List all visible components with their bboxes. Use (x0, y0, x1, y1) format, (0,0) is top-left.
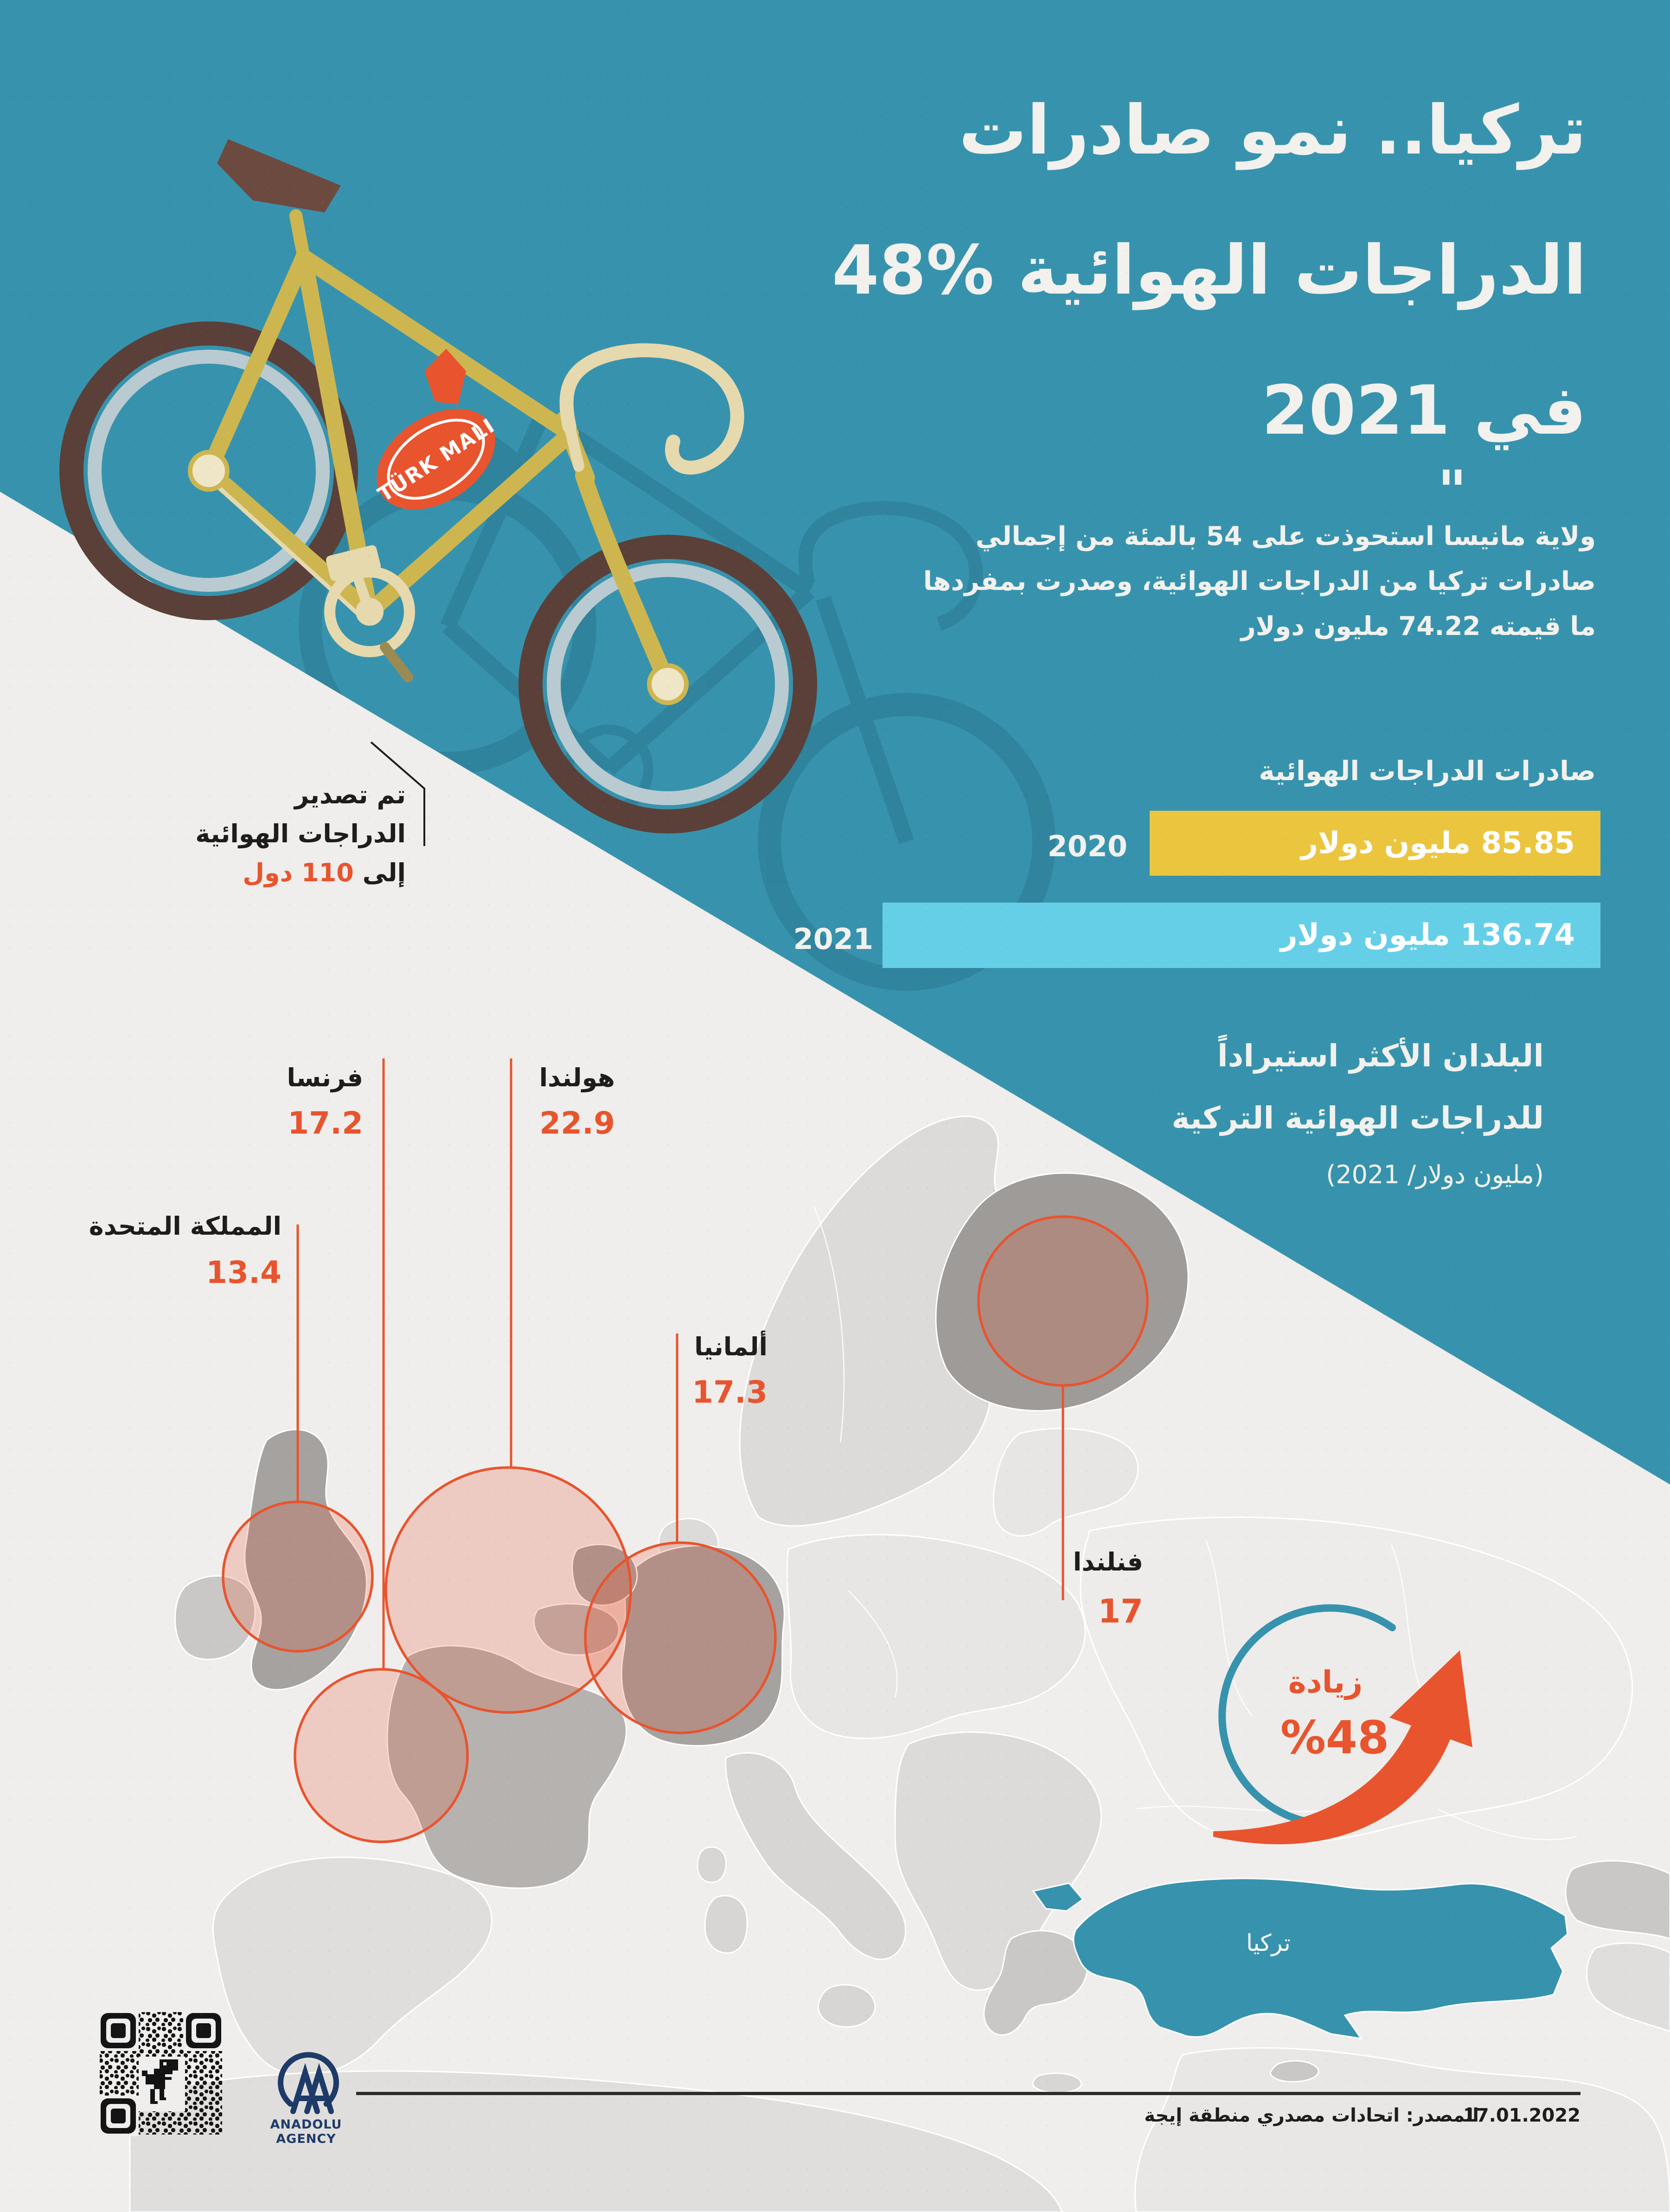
bubble-france (294, 1668, 469, 1843)
increase-badge-value: %48 (1280, 1712, 1389, 1764)
intro-line-2: صادرات تركيا من الدراجات الهوائية، وصدرت… (923, 566, 1596, 596)
bar-2021-label: 136.74 مليون دولار (1280, 918, 1575, 952)
importers-heading: البلدان الأكثر استيراداً للدراجات الهوائ… (1034, 1025, 1544, 1200)
bike-pedal (326, 545, 381, 581)
bike-handlebar (559, 343, 744, 475)
title-line-1: تركيا.. نمو صادرات (959, 91, 1587, 170)
bike-saddle (217, 139, 341, 212)
export-note-line-2: الدراجات الهوائية (195, 819, 406, 848)
map-eastern-europe (1080, 1516, 1633, 1844)
bubble-uk (222, 1500, 374, 1653)
country-value: 22.9 (539, 1105, 615, 1141)
country-value: 13.4 (206, 1255, 282, 1290)
footer-source: المصدر: اتحادات مصدري منطقة إيجة (1144, 2105, 1479, 2126)
importers-heading-line-1: البلدان الأكثر استيراداً (1217, 1038, 1544, 1074)
bar-2021: 136.74 مليون دولار (883, 903, 1600, 968)
agency-name: ANADOLU AGENCY (270, 2117, 342, 2146)
country-name: هولندا (539, 1063, 615, 1092)
country-name: فرنسا (287, 1063, 363, 1092)
map-central-europe (786, 1534, 1086, 1739)
title-line-3: في 2021 (1261, 371, 1587, 450)
footer-divider (356, 2092, 1580, 2095)
country-name: ألمانيا (694, 1332, 768, 1361)
map-belgium (533, 1603, 620, 1656)
country-name: فنلندا (1073, 1547, 1143, 1577)
bubble-netherlands (384, 1466, 632, 1714)
country-finland: فنلندا 17 (1073, 1547, 1143, 1630)
bar-2020-label: 85.85 مليون دولار (1301, 826, 1575, 860)
bar-2020: 85.85 مليون دولار (1150, 811, 1600, 876)
intro-paragraph: ولاية مانيسا استحوذت على 54 بالمئة من إج… (761, 514, 1596, 649)
map-caucasus-2 (1586, 1942, 1670, 2032)
map-middle-east (1134, 2047, 1670, 2212)
map-finland (935, 1172, 1189, 1412)
country-name: المملكة المتحدة (89, 1212, 282, 1241)
export-note: تم تصدير الدراجات الهوائية إلى 110 دول (81, 776, 406, 892)
note-callout-line (370, 741, 425, 846)
bike-front-wheel (518, 535, 817, 834)
map-ireland (174, 1575, 256, 1661)
map-italy (725, 1752, 907, 1960)
intro-line-3: ما قيمته 74.22 مليون دولار (1241, 611, 1596, 641)
country-value: 17.2 (288, 1105, 363, 1141)
map-sicily (817, 1984, 876, 2028)
footer-date: 17.01.2022 (1463, 2105, 1580, 2126)
qr-dino-icon (139, 2057, 185, 2111)
map-netherlands (571, 1544, 638, 1606)
importers-heading-line-2: للدراجات الهوائية التركية (1171, 1100, 1544, 1136)
qr-finder-patterns (98, 2010, 224, 2136)
map-baltics (992, 1428, 1139, 1537)
map-turkey (1032, 1882, 1084, 1912)
title-line-2: الدراجات الهوائية %48 (832, 231, 1587, 310)
map-caucasus (1565, 1860, 1670, 1940)
country-germany: ألمانيا 17.3 (692, 1332, 768, 1410)
country-netherlands: هولندا 22.9 (539, 1063, 615, 1141)
bubble-finland (977, 1215, 1149, 1387)
map-uk (244, 1429, 367, 1691)
bike-tag-ribbon (424, 349, 466, 404)
bubble-leader-lines (296, 1058, 1064, 1668)
exports-chart-heading: صادرات الدراجات الهوائية (1259, 755, 1596, 787)
bike-tag: TÜRK MALI (373, 409, 499, 510)
country-value: 17 (1098, 1592, 1143, 1630)
map-sardinia (704, 1895, 748, 1954)
map-france (386, 1645, 627, 1889)
export-note-line-1: تم تصدير (294, 780, 406, 809)
bubble-germany (584, 1541, 777, 1734)
country-france: فرنسا 17.2 (287, 1063, 363, 1141)
map-cyprus (1269, 2060, 1319, 2083)
map-germany (621, 1545, 785, 1747)
importers-unit: (مليون دولار/ 2021) (1326, 1160, 1544, 1189)
map-corsica (697, 1846, 727, 1883)
intro-line-1: ولاية مانيسا استحوذت على 54 بالمئة من إج… (975, 521, 1596, 551)
bar-2020-year: 2020 (1047, 829, 1127, 863)
export-note-highlight: 110 دول (243, 858, 354, 887)
export-note-line-3: إلى 110 دول (243, 858, 406, 887)
country-value: 17.3 (692, 1374, 768, 1410)
map-iberia (212, 1856, 493, 2077)
increase-badge-label: زيادة (1288, 1664, 1363, 1700)
anadolu-agency-logo (278, 2052, 339, 2114)
country-uk: المملكة المتحدة 13.4 (89, 1212, 282, 1290)
bar-2021-year: 2021 (793, 922, 873, 956)
quote-icon: " (1438, 459, 1467, 524)
increase-arrow (1213, 1650, 1472, 1845)
main-title: تركيا.. نمو صادرات الدراجات الهوائية %48… (775, 60, 1587, 481)
map-turkey-main (1073, 1878, 1568, 2040)
turkey-label: تركيا (1246, 1930, 1291, 1956)
qr-code (98, 2010, 224, 2136)
